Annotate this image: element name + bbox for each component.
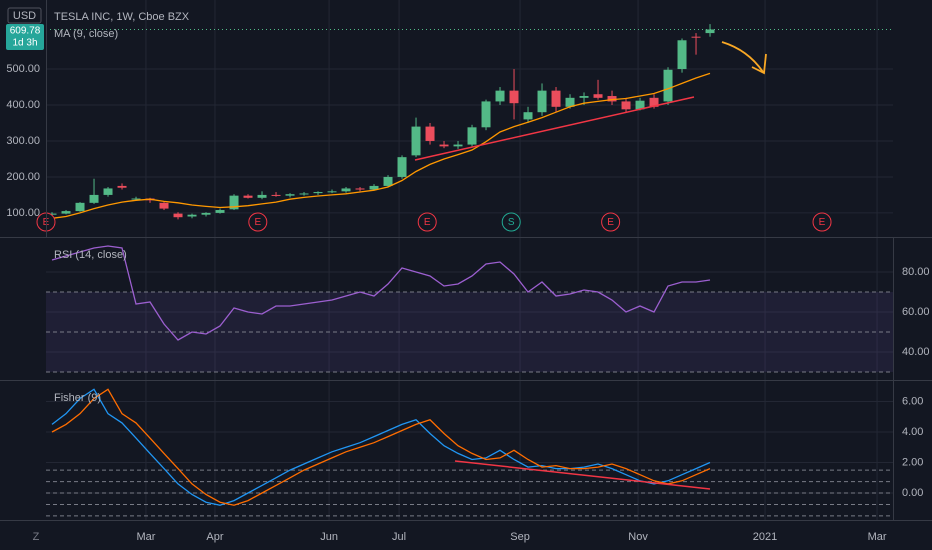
- candle-body: [61, 211, 71, 214]
- event-label: E: [424, 217, 431, 228]
- candle-body: [327, 191, 337, 193]
- candle-body: [103, 188, 113, 195]
- y-tick-label: 60.00: [902, 306, 930, 318]
- y-tick-label: 80.00: [902, 266, 930, 278]
- candle-body: [257, 194, 267, 198]
- event-marker: [417, 212, 437, 232]
- y-tick-label: 6.00: [902, 395, 923, 407]
- candle-body: [677, 40, 687, 70]
- legend-entry: MA (9, close): [54, 28, 118, 40]
- candle-body: [285, 194, 295, 196]
- y-tick-label: 500.00: [6, 63, 40, 75]
- candle-body: [369, 185, 379, 190]
- candle-body: [201, 212, 211, 215]
- candle-body: [565, 97, 575, 107]
- arrow-drawing: [721, 41, 764, 73]
- candle-body: [453, 144, 463, 147]
- chart-title: TESLA INC, 1W, Cboe BZX: [54, 11, 190, 23]
- candle-body: [411, 126, 421, 156]
- candle-body: [621, 101, 631, 110]
- y-tick-label: 100.00: [6, 207, 40, 219]
- y-tick-label: 4.00: [902, 426, 923, 438]
- y-tick-label: 40.00: [902, 346, 930, 358]
- event-marker: [501, 212, 521, 232]
- candle-body: [243, 195, 253, 198]
- last-price-label: 609.78: [10, 26, 41, 37]
- countdown-label: 1d 3h: [12, 38, 37, 49]
- y-tick-label: 0.00: [902, 487, 923, 499]
- candle-body: [75, 202, 85, 212]
- event-marker: [601, 212, 621, 232]
- currency-label[interactable]: USD: [13, 10, 36, 22]
- y-tick-label: 300.00: [6, 135, 40, 147]
- candle-body: [649, 97, 659, 107]
- event-label: E: [254, 217, 261, 228]
- currency-badge[interactable]: [7, 7, 42, 24]
- candle-body: [215, 210, 225, 213]
- x-tick-label: Jul: [392, 531, 406, 543]
- candle-body: [397, 157, 407, 177]
- y-tick-label: 200.00: [6, 171, 40, 183]
- zoom-button[interactable]: Z: [33, 531, 40, 543]
- candle-body: [131, 198, 141, 200]
- candle-body: [355, 188, 365, 190]
- candle-body: [705, 29, 715, 34]
- candle-body: [47, 213, 57, 215]
- candle-body: [691, 36, 701, 38]
- x-tick-label: Jun: [320, 531, 338, 543]
- x-tick-label: 2021: [753, 531, 777, 543]
- candle-body: [635, 100, 645, 110]
- ma-line: [51, 72, 711, 219]
- trend-line: [454, 460, 711, 490]
- x-tick-label: Nov: [628, 531, 648, 543]
- candle-body: [425, 126, 435, 141]
- candle-body: [229, 195, 239, 210]
- candle-body: [117, 185, 127, 188]
- candle-body: [663, 69, 673, 102]
- x-tick-label: Mar: [868, 531, 887, 543]
- candle-body: [341, 188, 351, 192]
- event-label: E: [819, 217, 826, 228]
- indicator-title: Fisher (9): [54, 392, 101, 404]
- indicator-line: [51, 388, 711, 506]
- candle-body: [551, 90, 561, 107]
- candle-body: [607, 96, 617, 102]
- candle-body: [537, 90, 547, 113]
- indicator-line: [51, 388, 711, 506]
- y-tick-label: 2.00: [902, 456, 923, 468]
- indicator-title: RSI (14, close): [54, 249, 127, 261]
- candle-body: [509, 90, 519, 104]
- trend-line: [414, 96, 695, 161]
- candle-body: [173, 213, 183, 218]
- event-label: S: [508, 217, 515, 228]
- x-tick-label: Apr: [206, 531, 223, 543]
- event-marker: [812, 212, 832, 232]
- candle-body: [481, 101, 491, 128]
- event-marker: [248, 212, 268, 232]
- last-price-badge: [6, 24, 44, 50]
- candle-body: [187, 214, 197, 217]
- candle-body: [523, 112, 533, 120]
- arrow-head: [751, 53, 767, 75]
- y-tick-label: 400.00: [6, 99, 40, 111]
- candle-body: [579, 96, 589, 98]
- indicator-line: [51, 245, 711, 341]
- grid: [46, 0, 893, 520]
- candle-body: [439, 144, 449, 147]
- x-tick-label: Sep: [510, 531, 530, 543]
- candle-body: [593, 94, 603, 98]
- candle-body: [383, 176, 393, 186]
- plot: Mar Apr Jun Jul Sep Nov 2021 Mar 100.00 200.00 300…: [6, 24, 930, 543]
- candle-body: [89, 194, 99, 203]
- candle-body: [313, 192, 323, 194]
- candle-body: [495, 90, 505, 102]
- x-tick-label: Mar: [136, 531, 155, 543]
- candle-body: [271, 194, 281, 196]
- candle-body: [159, 202, 169, 209]
- event-label: E: [607, 217, 614, 228]
- candle-body: [299, 193, 309, 195]
- candle-body: [467, 127, 477, 145]
